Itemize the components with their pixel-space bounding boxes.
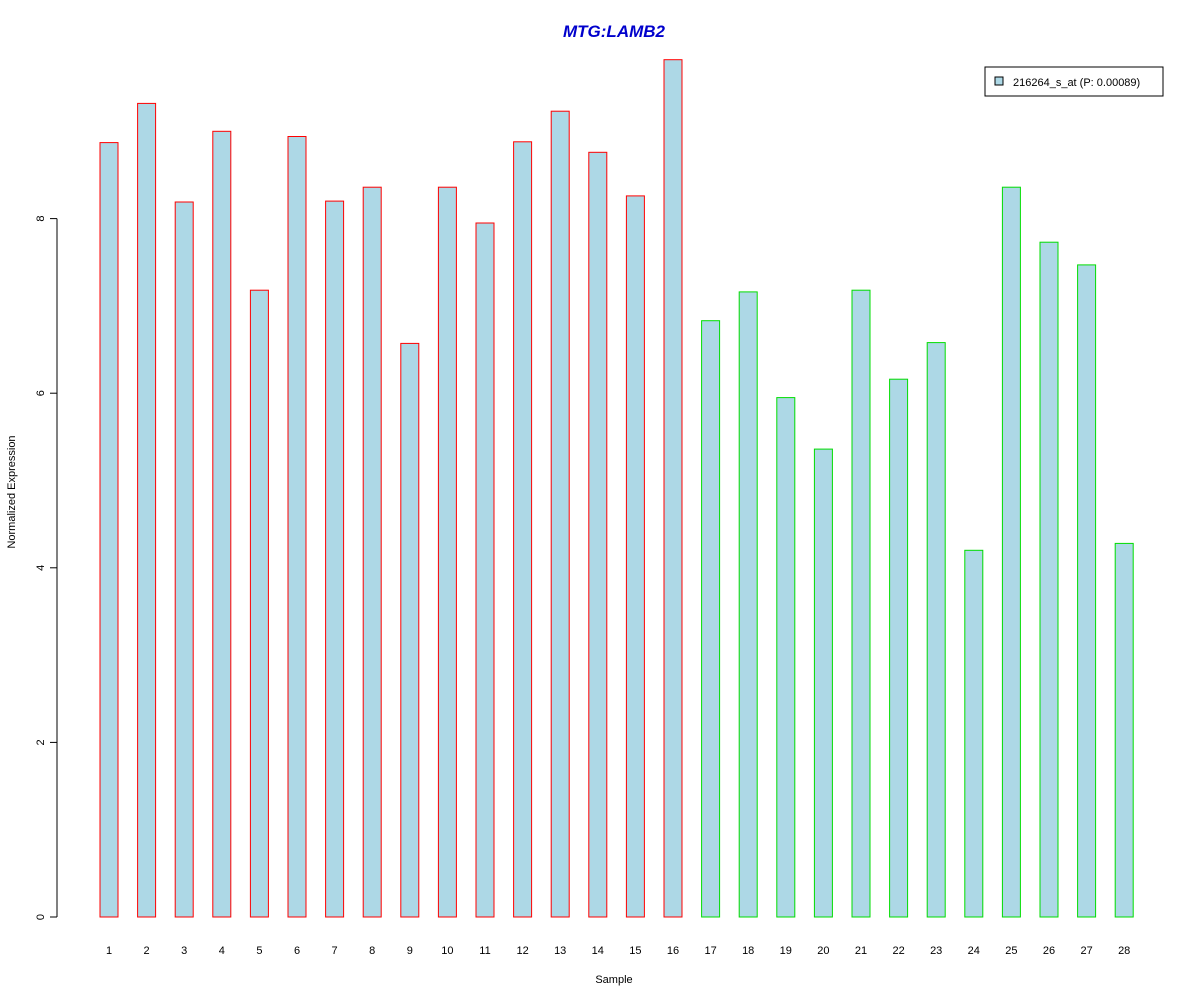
bar [287,136,307,918]
bar [212,130,232,918]
bar [625,195,645,918]
bar [174,201,194,918]
x-tick-label: 9 [407,945,413,957]
chart-title: MTG:LAMB2 [563,22,666,41]
bar [249,289,269,918]
x-tick-label: 15 [629,945,641,957]
legend-swatch [994,76,1004,86]
x-tick-label: 24 [968,945,980,957]
bar [813,448,833,918]
legend-box [984,66,1164,97]
x-tick-label: 2 [144,945,150,957]
bar [99,142,119,918]
bar [362,186,382,918]
bar [513,141,533,918]
x-tick-label: 5 [256,945,262,957]
x-tick-label: 17 [704,945,716,957]
bar [137,102,157,918]
x-tick-label: 10 [441,945,453,957]
x-tick-label: 7 [332,945,338,957]
x-tick-label: 21 [855,945,867,957]
bar [889,378,909,918]
y-tick-label: 4 [35,565,47,571]
x-tick-label: 11 [479,945,490,957]
x-tick-label: 20 [817,945,829,957]
bar [964,549,984,918]
x-tick-label: 18 [742,945,754,957]
x-axis-label: Sample [595,974,632,986]
bar [475,222,495,918]
x-tick-label: 13 [554,945,566,957]
x-tick-label: 14 [592,945,604,957]
x-tick-label: 19 [780,945,792,957]
bar [1077,264,1097,918]
x-tick-label: 8 [369,945,375,957]
y-tick-label: 0 [35,914,47,920]
legend-label: 216264_s_at (P: 0.00089) [1013,77,1140,89]
x-tick-label: 16 [667,945,679,957]
bars-group [99,59,1134,918]
x-tick-label: 26 [1043,945,1055,957]
legend: 216264_s_at (P: 0.00089) [984,66,1164,97]
x-tick-label: 4 [219,945,225,957]
y-axis: 0 2 4 6 8 [35,216,58,920]
bar [1001,186,1021,918]
x-tick-label: 28 [1118,945,1130,957]
y-tick-label: 2 [35,739,47,745]
y-axis-label: Normalized Expression [6,435,18,548]
bar [738,291,758,918]
x-tick-label: 23 [930,945,942,957]
y-tick-label: 8 [35,216,47,222]
bar [400,342,420,918]
bar [1039,241,1059,918]
x-tick-label: 1 [106,945,112,957]
bar [325,200,345,918]
bar [701,320,721,918]
bar [851,289,871,918]
bar [776,397,796,918]
bar [1114,542,1134,918]
y-tick-label: 6 [35,390,47,396]
x-tick-label: 6 [294,945,300,957]
x-tick-label: 25 [1005,945,1017,957]
bar [588,151,608,918]
bar [663,59,683,918]
bar [926,342,946,918]
bar [437,186,457,918]
x-tick-label: 12 [516,945,528,957]
x-tick-label: 27 [1080,945,1092,957]
x-tick-label: 22 [892,945,904,957]
x-tick-label: 3 [181,945,187,957]
x-axis-ticks: 1 2 3 4 5 6 7 8 9 10 11 12 13 14 15 16 17 18 19 20 21 22 23 24 2… [106,945,1130,957]
bar [550,110,570,918]
